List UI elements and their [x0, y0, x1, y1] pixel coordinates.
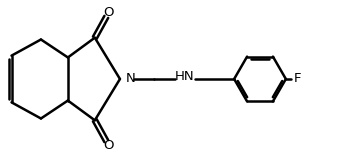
Text: O: O [103, 6, 114, 19]
Text: F: F [294, 73, 301, 85]
Text: N: N [126, 73, 135, 85]
Text: HN: HN [175, 70, 194, 83]
Text: O: O [103, 139, 114, 152]
